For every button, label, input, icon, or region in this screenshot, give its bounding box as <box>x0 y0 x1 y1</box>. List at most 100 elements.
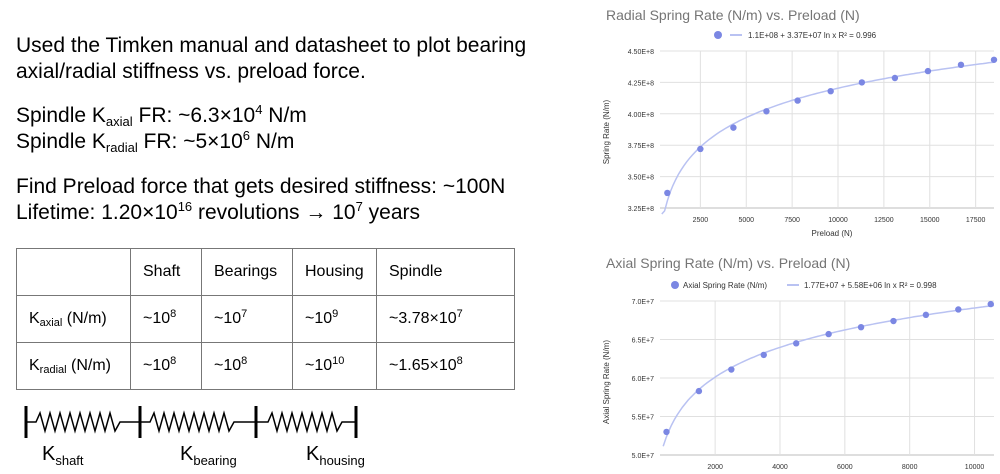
x-tick-label: 2500 <box>693 217 709 224</box>
trendline <box>662 304 995 447</box>
spindle-radial-stiffness: Spindle Kradial FR: ~5×106 N/m <box>16 128 295 155</box>
data-point <box>728 366 735 373</box>
label-k-housing: Khousing <box>306 443 365 468</box>
lifetime-exp-1: 16 <box>177 199 193 214</box>
row-label-axial: Kaxial (N/m) <box>16 295 131 343</box>
data-point <box>890 317 897 325</box>
cell-base: ~1.65×10 <box>389 357 457 374</box>
row-label-k: K <box>29 310 40 327</box>
spindle-axial-mid: FR: ~6.3×10 <box>132 104 256 127</box>
spindle-axial-stiffness: Spindle Kaxial FR: ~6.3×104 N/m <box>16 103 307 129</box>
table-header-row: Shaft Bearings Housing Spindle <box>16 248 515 296</box>
data-point <box>825 330 832 338</box>
spindle-radial-sub: radial <box>105 140 138 155</box>
cell-exp: 7 <box>241 308 248 320</box>
plot-area: 3.25E+8 3.50E+8 3.75E+8 4.00E+8 4.25E+8 4.50E… <box>628 49 998 224</box>
spring-housing-coil <box>256 410 356 434</box>
table-cell: ~1.65×108 <box>376 342 515 390</box>
table-header-cell: Housing <box>292 248 377 296</box>
table-header-cell: Bearings <box>201 248 293 296</box>
y-tick-label: 6.0E+7 <box>632 376 654 383</box>
row-label-sub: axial <box>39 317 63 329</box>
trendline <box>661 61 995 215</box>
chart-title: Radial Spring Rate (N/m) vs. Preload (N) <box>606 7 860 23</box>
row-label-radial: Kradial (N/m) <box>16 342 131 390</box>
cell-exp: 9 <box>332 308 339 320</box>
spring-bearing-coil <box>140 410 256 434</box>
data-point <box>763 108 770 115</box>
cell-base: ~10 <box>305 310 333 327</box>
x-tick-label: 7500 <box>784 217 800 224</box>
cell-base: ~10 <box>214 357 242 374</box>
spindle-radial-exp: 6 <box>242 128 250 143</box>
row-label-k: K <box>29 357 40 374</box>
spindle-axial-sub: axial <box>105 114 133 129</box>
data-point <box>760 351 767 359</box>
chart-legend: 1.1E+08 + 3.37E+07 ln x R² = 0.996 <box>714 31 877 40</box>
table-row: Kaxial (N/m) ~108 ~107 ~109 ~3.78×107 <box>16 295 515 343</box>
y-tick-label: 6.5E+7 <box>632 338 654 345</box>
preload-line: Find Preload force that gets desired sti… <box>16 175 506 198</box>
y-tick-label: 7.0E+7 <box>632 299 654 306</box>
y-axis-label: Axial Spring Rate (N/m) <box>602 340 611 424</box>
legend-point-marker <box>671 281 679 289</box>
table-header-cell: Shaft <box>130 248 202 296</box>
row-label-unit: (N/m) <box>66 357 112 374</box>
x-tick-label: 12500 <box>874 217 894 224</box>
spindle-radial-mid: FR: ~5×10 <box>137 130 243 153</box>
data-point <box>891 74 899 82</box>
cell-base: ~10 <box>143 357 171 374</box>
data-point <box>697 145 704 153</box>
legend-trendline-label: 1.1E+08 + 3.37E+07 ln x R² = 0.996 <box>748 31 877 40</box>
intro-line-1: Used the Timken manual and datasheet to … <box>16 34 527 57</box>
chart-title: Axial Spring Rate (N/m) vs. Preload (N) <box>606 255 850 271</box>
data-point <box>827 87 834 95</box>
lifetime-prefix: Lifetime: 1.20×10 <box>16 201 178 224</box>
data-point <box>957 61 965 69</box>
table-cell: ~109 <box>292 295 377 343</box>
legend-series-label: Axial Spring Rate (N/m) <box>683 281 767 290</box>
label-k-shaft: Kshaft <box>42 443 84 468</box>
chart-legend: Axial Spring Rate (N/m) 1.77E+07 + 5.58E… <box>671 281 937 290</box>
lifetime-suffix: years <box>362 201 421 224</box>
y-tick-label: 3.75E+8 <box>628 143 654 150</box>
springs-in-series-diagram: Kshaft Kbearing Khousing <box>24 406 365 468</box>
cell-exp: 10 <box>332 355 345 367</box>
data-point <box>987 300 994 308</box>
table-cell: ~108 <box>130 295 202 343</box>
stiffness-table: Shaft Bearings Housing Spindle Kaxial (N… <box>16 248 515 390</box>
cell-exp: 8 <box>241 355 248 367</box>
x-tick-label: 17500 <box>966 217 986 224</box>
x-tick-label: 10000 <box>828 217 848 224</box>
y-tick-label: 4.00E+8 <box>628 112 654 119</box>
data-point <box>664 189 671 197</box>
y-tick-label: 4.25E+8 <box>628 80 654 87</box>
lifetime-mid: revolutions → 10 <box>192 201 356 224</box>
plot-area: 5.0E+7 5.5E+7 6.0E+7 6.5E+7 7.0E+7 2000 4000 60… <box>632 299 995 471</box>
cell-exp: 7 <box>456 308 463 320</box>
legend-point-marker <box>714 31 722 39</box>
table-cell: ~1010 <box>292 342 377 390</box>
data-point <box>792 340 800 347</box>
x-tick-label: 8000 <box>902 464 918 471</box>
x-tick-label: 5000 <box>738 217 754 224</box>
table-cell: ~108 <box>130 342 202 390</box>
table-cell: ~107 <box>201 295 293 343</box>
intro-line-2: axial/radial stiffness vs. preload force… <box>16 60 366 83</box>
row-label-unit: (N/m) <box>62 310 107 327</box>
cell-base: ~10 <box>143 310 171 327</box>
data-point <box>955 306 962 313</box>
table-cell: ~108 <box>201 342 293 390</box>
data-point <box>858 79 866 86</box>
table-cell: ~3.78×107 <box>376 295 515 343</box>
y-tick-label: 3.25E+8 <box>628 206 654 213</box>
data-point <box>663 428 670 436</box>
cell-exp: 8 <box>170 308 177 320</box>
x-axis-label: Preload (N) <box>812 229 853 238</box>
y-tick-label: 5.0E+7 <box>632 453 654 460</box>
y-axis-label: Spring Rate (N/m) <box>602 99 611 164</box>
data-point <box>794 97 801 104</box>
data-point <box>924 67 932 75</box>
spindle-radial-suffix: N/m <box>250 130 295 153</box>
data-point <box>730 124 737 131</box>
